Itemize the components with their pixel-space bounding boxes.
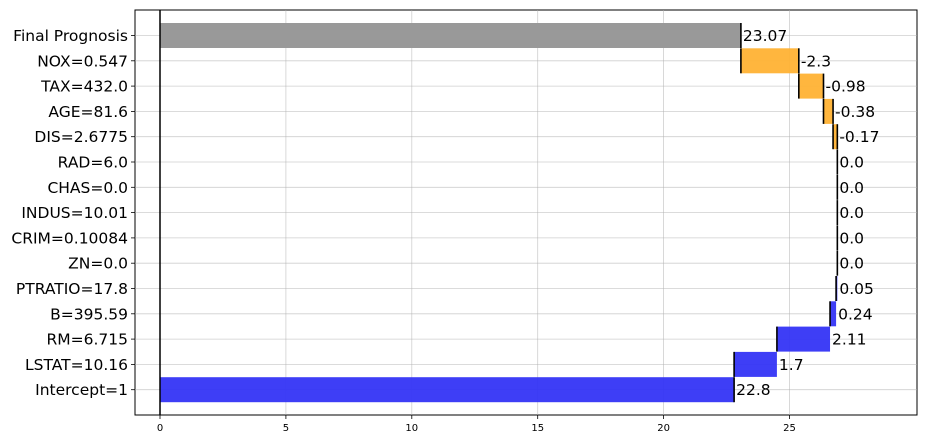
value-label: 0.0 [839,179,864,197]
category-label: TAX=432.0 [40,78,128,96]
category-label: INDUS=10.01 [21,204,128,222]
connectors-layer [733,23,839,403]
value-label: 0.0 [839,204,864,222]
value-label: 1.7 [779,356,804,374]
category-label: LSTAT=10.16 [25,356,128,374]
bar-dis [833,124,838,150]
category-label: NOX=0.547 [37,52,128,70]
value-label: -0.38 [835,103,875,121]
category-label: CHAS=0.0 [47,179,128,197]
value-label: 0.24 [838,305,873,323]
category-label: PTRATIO=17.8 [16,280,128,298]
bar-tax [798,73,824,99]
bar-nox [740,48,799,74]
x-tick-label: 20 [657,423,670,434]
category-label: AGE=81.6 [48,103,128,121]
value-label: 0.05 [839,280,874,298]
bars-layer [160,23,838,403]
value-label: -2.3 [801,52,831,70]
category-label: ZN=0.0 [68,255,128,273]
grid-layer [135,10,917,415]
category-label: B=395.59 [50,305,128,323]
bar-b [830,301,837,327]
value-label: -0.98 [825,78,865,96]
x-tick-label: 15 [531,423,544,434]
value-label: 23.07 [743,27,787,45]
bar-intercept [160,377,735,403]
ticks-layer: 0 5 10 15 20 25 [131,10,796,434]
category-label: Intercept=1 [35,381,128,399]
bar-lstat [734,351,777,377]
bar-rm [776,326,831,352]
x-tick-label: 5 [283,423,289,434]
value-label: 22.8 [736,381,771,399]
value-label: 0.0 [839,255,864,273]
category-label: DIS=2.6775 [34,128,128,146]
category-label: Final Prognosis [13,27,128,45]
value-label: -0.17 [839,128,879,146]
value-label: 2.11 [832,331,867,349]
x-tick-label: 25 [783,423,796,434]
x-tick-label: 10 [405,423,418,434]
bar-age [823,98,834,124]
value-label: 0.0 [839,229,864,247]
category-label: RAD=6.0 [58,154,128,172]
labels-layer: Final Prognosis 23.07 NOX=0.547 -2.3 TAX=432… [11,27,879,399]
value-label: 0.0 [839,154,864,172]
category-label: CRIM=0.10084 [11,229,128,247]
bar-final-prognosis [160,23,741,48]
x-tick-label: 0 [157,423,163,434]
category-label: RM=6.715 [46,331,128,349]
